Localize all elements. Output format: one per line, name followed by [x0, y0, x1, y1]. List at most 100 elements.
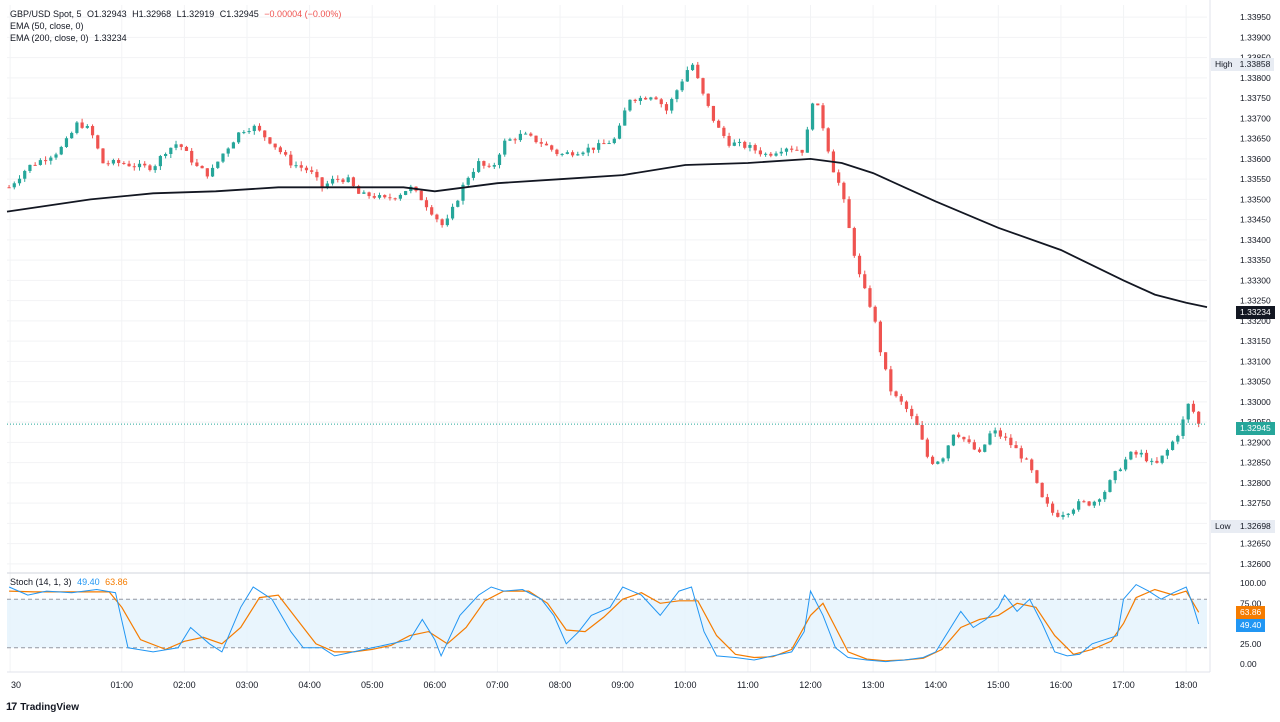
candle-body	[1014, 445, 1018, 449]
time-tick-label: 15:00	[987, 680, 1010, 690]
candle-body	[659, 99, 663, 105]
candle-body	[23, 170, 27, 179]
candle-body	[925, 439, 929, 457]
price-tick-label: 1.33750	[1240, 93, 1271, 103]
price-tick-label: 1.33300	[1240, 275, 1271, 285]
candle-body	[649, 97, 653, 100]
axes[interactable]: 1.33950 1.33900 1.33850 1.33800 1.33750 1.337…	[11, 12, 1271, 690]
candle-body	[1082, 501, 1086, 503]
candle-body	[1103, 491, 1107, 500]
candle-body	[1191, 403, 1196, 412]
candle-body	[33, 164, 37, 166]
price-tick-label: 1.32800	[1240, 478, 1271, 488]
tradingview-logo[interactable]: 17 TradingView	[6, 701, 79, 713]
candle-body	[101, 148, 105, 164]
legend-ema200[interactable]: EMA (200, close, 0) 1.33234	[10, 33, 130, 43]
candle-body	[450, 206, 455, 219]
candle-body	[143, 163, 147, 166]
legend-ema50[interactable]: EMA (50, close, 0)	[10, 21, 87, 31]
candle-body	[915, 416, 919, 425]
candle-body	[1150, 460, 1154, 462]
candle-body	[821, 105, 825, 129]
candle-body	[283, 152, 288, 155]
time-tick-label: 13:00	[862, 680, 885, 690]
candle-body	[675, 90, 679, 100]
candle-body	[873, 306, 877, 322]
time-tick-label: 05:00	[361, 680, 384, 690]
legend-symbol[interactable]: GBP/USD Spot, 5	[10, 9, 82, 19]
stoch-band-fill	[7, 599, 1207, 648]
candle-body	[685, 70, 689, 82]
candle-body	[456, 200, 460, 207]
legend-stoch[interactable]: Stoch (14, 1, 3) 49.40 63.86	[10, 577, 131, 587]
candle-body	[310, 170, 314, 172]
candle-body	[80, 122, 84, 128]
price-tick-label: 1.33400	[1240, 235, 1271, 245]
candle-body	[127, 163, 131, 167]
price-tick-label: 1.33250	[1240, 296, 1271, 306]
legend-ema50-label: EMA (50, close, 0)	[10, 21, 84, 31]
candle-body	[591, 147, 596, 150]
time-tick-label: 14:00	[924, 680, 947, 690]
candle-body	[644, 97, 648, 100]
candle-body	[122, 162, 126, 164]
candle-body	[612, 138, 616, 144]
stoch-d-tag: 63.86	[1236, 606, 1266, 619]
candle-body	[362, 192, 366, 194]
candle-body	[357, 186, 361, 194]
candle-body	[226, 148, 230, 154]
candle-body	[461, 184, 465, 201]
candle-body	[351, 177, 356, 187]
candle-body	[278, 147, 282, 153]
candle-body	[419, 190, 423, 201]
price-tick-label: 1.33900	[1240, 32, 1271, 42]
candle-body	[1019, 448, 1023, 459]
stoch-tick-label: 25.00	[1240, 639, 1262, 649]
candle-body	[972, 442, 976, 450]
candle-body	[12, 183, 16, 188]
legend-ema200-value: 1.33234	[94, 33, 127, 43]
candle-body	[779, 151, 783, 154]
candle-body	[565, 152, 569, 154]
candle-body	[383, 195, 387, 198]
candle-body	[774, 153, 778, 156]
candle-body	[7, 187, 11, 189]
candle-body	[1056, 512, 1060, 517]
candle-body	[252, 125, 256, 132]
candle-body	[96, 135, 100, 149]
candle-body	[43, 160, 48, 162]
high-tag: High 1.33858	[1211, 58, 1275, 71]
price-tick-label: 1.33650	[1240, 134, 1271, 144]
candle-body	[75, 122, 79, 133]
candle-body	[1024, 458, 1029, 460]
candle-body	[440, 219, 444, 226]
candle-body	[1061, 514, 1065, 517]
candle-body	[617, 125, 622, 139]
candle-body	[216, 161, 220, 168]
candle-body	[372, 196, 376, 198]
candles[interactable]	[7, 61, 1201, 520]
candle-body	[377, 195, 382, 198]
time-tick-label: 11:00	[737, 680, 759, 690]
stoch-k-tag: 49.40	[1236, 619, 1266, 632]
candle-body	[701, 78, 705, 94]
candle-body	[1134, 451, 1138, 455]
time-tick-label: 06:00	[424, 680, 447, 690]
candle-body	[983, 444, 987, 452]
ema-price-value: 1.33234	[1240, 307, 1271, 317]
high-tag-label: High	[1215, 59, 1233, 69]
candle-body	[904, 401, 909, 409]
candle-body	[967, 439, 971, 443]
candle-body	[430, 207, 434, 215]
candle-body	[857, 255, 862, 275]
candle-body	[805, 129, 809, 153]
candle-body	[810, 103, 815, 130]
candle-body	[424, 200, 429, 208]
candle-body	[503, 140, 507, 155]
candle-body	[398, 194, 402, 199]
price-tick-label: 1.32650	[1240, 539, 1271, 549]
candle-body	[826, 128, 830, 152]
candle-body	[607, 143, 611, 145]
candle-body	[1009, 437, 1013, 446]
